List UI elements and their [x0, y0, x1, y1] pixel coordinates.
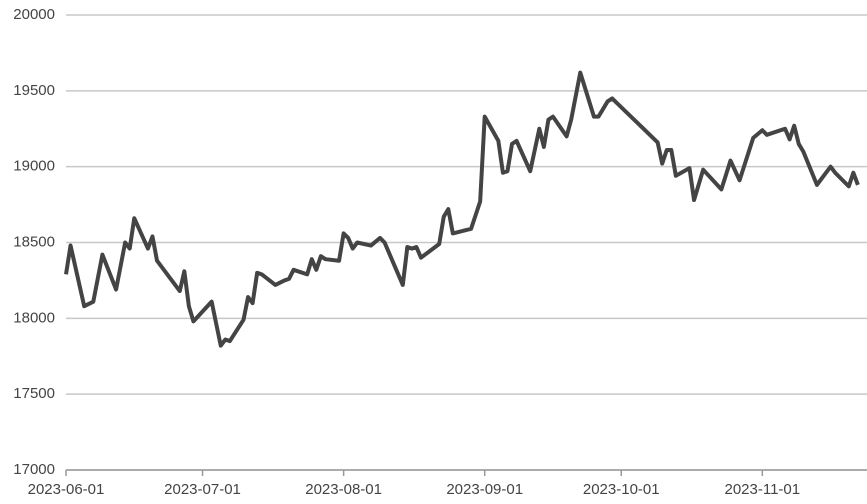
y-tick-label: 20000: [13, 6, 55, 23]
x-tick-label: 2023-09-01: [446, 481, 523, 498]
y-tick-label: 18000: [13, 309, 55, 326]
x-tick-label: 2023-11-01: [725, 481, 801, 498]
x-tick-label: 2023-07-01: [164, 481, 241, 498]
y-tick-label: 17500: [13, 385, 55, 402]
y-tick-label: 19000: [13, 158, 55, 175]
y-tick-label: 17000: [13, 461, 55, 478]
y-tick-label: 18500: [13, 233, 55, 250]
data-line: [64, 70, 860, 348]
y-tick-label: 19500: [13, 82, 55, 99]
x-tick-label: 2023-06-01: [28, 481, 105, 498]
x-tick-label: 2023-08-01: [305, 481, 382, 498]
x-tick-label: 2023-10-01: [583, 481, 660, 498]
